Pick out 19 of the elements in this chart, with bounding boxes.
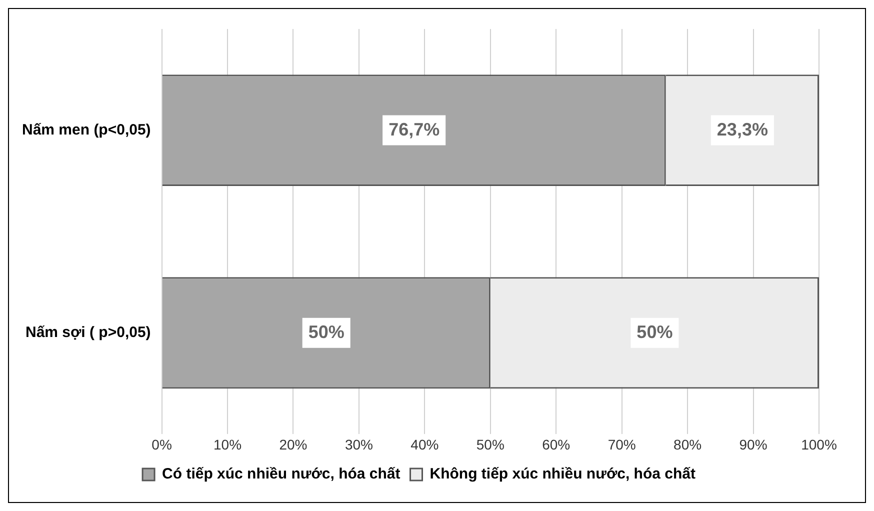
- data-label: 50%: [636, 322, 673, 342]
- y-tick-label: Nấm sợi ( p>0,05): [26, 324, 151, 342]
- legend-label: Có tiếp xúc nhiều nước, hóa chất: [162, 466, 400, 483]
- x-tick-label: 70%: [608, 436, 636, 452]
- x-tick-label: 0%: [152, 436, 172, 452]
- data-label: 76,7%: [388, 119, 440, 140]
- x-tick-label: 20%: [279, 436, 308, 452]
- x-tick-label: 60%: [542, 436, 570, 452]
- x-tick-label: 10%: [214, 436, 242, 452]
- x-tick-label: 50%: [476, 436, 504, 452]
- x-tick-label: 90%: [739, 436, 768, 452]
- data-label: 50%: [308, 322, 344, 342]
- x-tick-label: 80%: [674, 436, 702, 452]
- x-tick-label: 100%: [801, 436, 837, 452]
- x-tick-label: 40%: [410, 436, 439, 452]
- legend-label: Không tiếp xúc nhiều nước, hóa chất: [430, 466, 696, 483]
- y-tick-label: Nấm men (p<0,05): [22, 121, 151, 138]
- data-label: 23,3%: [716, 119, 768, 140]
- x-tick-label: 30%: [344, 436, 373, 452]
